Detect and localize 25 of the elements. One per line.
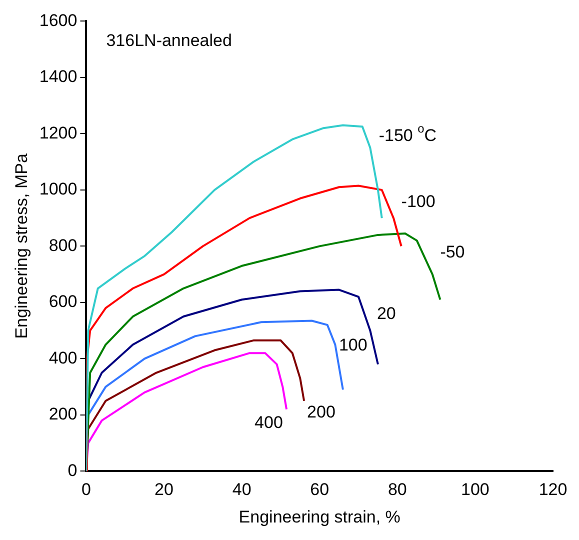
y-tick-label: 1400: [39, 67, 78, 86]
x-tick-label: 80: [388, 480, 407, 500]
x-tick-label: 20: [154, 480, 174, 500]
series-label: -50: [440, 242, 465, 262]
y-tick-label: 1600: [39, 10, 78, 30]
series-label: 400: [254, 413, 283, 432]
x-axis-title: Engineering strain, %: [238, 507, 400, 526]
x-tick-label: 40: [232, 480, 252, 500]
x-tick-label: 60: [310, 480, 330, 500]
y-tick-label: 200: [48, 404, 78, 424]
series-label: 200: [307, 402, 336, 422]
y-tick-label: 400: [48, 348, 78, 368]
y-axis-title: Engineering stress, MPa: [12, 153, 31, 339]
x-tick-label: 0: [81, 480, 91, 500]
series-label: 20: [376, 304, 396, 324]
y-tick-label: 800: [48, 236, 78, 255]
y-tick-label: 600: [48, 292, 78, 312]
annotation: 316LN-annealed: [106, 30, 232, 50]
y-tick-label: 0: [68, 460, 78, 480]
x-tick-label: 100: [461, 480, 490, 500]
x-tick-label: 120: [538, 480, 568, 500]
y-tick-label: 1200: [39, 123, 78, 142]
series-label: -100: [401, 192, 436, 211]
series-label: 100: [338, 335, 368, 354]
y-tick-label: 1000: [39, 180, 78, 199]
